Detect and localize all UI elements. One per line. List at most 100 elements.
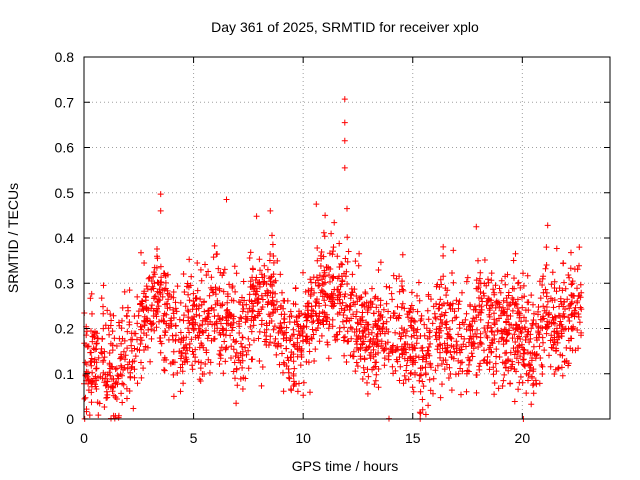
data-point bbox=[419, 396, 426, 403]
data-point bbox=[98, 345, 105, 352]
data-point bbox=[120, 381, 127, 388]
data-point bbox=[447, 334, 454, 341]
data-point bbox=[245, 347, 252, 354]
data-point bbox=[109, 384, 116, 391]
data-point bbox=[539, 282, 546, 288]
data-point bbox=[147, 358, 154, 365]
data-point bbox=[170, 294, 177, 301]
data-point bbox=[383, 318, 390, 325]
data-point bbox=[150, 313, 157, 319]
data-point bbox=[347, 295, 354, 302]
data-point bbox=[569, 278, 576, 285]
data-point bbox=[519, 379, 526, 386]
data-point bbox=[93, 346, 100, 352]
data-point bbox=[167, 360, 174, 367]
data-point bbox=[485, 319, 492, 326]
data-point bbox=[416, 297, 423, 304]
data-point bbox=[315, 283, 322, 289]
data-point bbox=[335, 292, 342, 299]
data-point bbox=[216, 351, 223, 358]
data-point bbox=[575, 345, 582, 352]
data-point bbox=[375, 349, 382, 356]
data-point bbox=[102, 382, 109, 389]
y-tick-label: 0.1 bbox=[55, 366, 75, 382]
data-point bbox=[537, 295, 544, 302]
data-point bbox=[357, 335, 364, 342]
data-point bbox=[113, 396, 120, 402]
data-point bbox=[341, 352, 348, 359]
data-point bbox=[113, 365, 120, 372]
data-point bbox=[151, 271, 158, 278]
data-point bbox=[185, 308, 192, 315]
data-point bbox=[221, 266, 228, 273]
data-point bbox=[259, 364, 266, 370]
data-point bbox=[196, 302, 202, 309]
data-point bbox=[157, 291, 164, 297]
data-point bbox=[389, 363, 396, 370]
data-point bbox=[126, 287, 133, 294]
data-point bbox=[349, 271, 356, 278]
data-point bbox=[413, 329, 420, 336]
data-point bbox=[306, 340, 313, 347]
data-point bbox=[553, 347, 560, 354]
data-point bbox=[463, 310, 470, 317]
data-point bbox=[520, 361, 527, 368]
data-point bbox=[151, 327, 158, 334]
data-point bbox=[442, 345, 449, 352]
data-point bbox=[321, 267, 328, 274]
data-point bbox=[127, 336, 134, 343]
data-point bbox=[373, 371, 380, 378]
data-point bbox=[461, 321, 467, 328]
data-point bbox=[419, 364, 426, 371]
data-point bbox=[93, 386, 100, 392]
data-point bbox=[491, 310, 497, 317]
data-point bbox=[219, 301, 226, 308]
data-point bbox=[177, 329, 184, 336]
data-point bbox=[141, 313, 148, 320]
data-point bbox=[113, 343, 120, 349]
data-point bbox=[521, 347, 528, 354]
data-point bbox=[216, 361, 223, 367]
data-point bbox=[504, 357, 511, 364]
data-point bbox=[116, 335, 123, 342]
data-point bbox=[104, 391, 111, 398]
data-point bbox=[470, 345, 477, 352]
data-point bbox=[230, 313, 237, 320]
data-point bbox=[362, 290, 369, 297]
data-point bbox=[402, 376, 409, 383]
grid-lines bbox=[84, 57, 610, 419]
data-point bbox=[270, 302, 277, 309]
data-point bbox=[290, 351, 297, 358]
data-point bbox=[286, 319, 293, 325]
data-point bbox=[247, 278, 254, 285]
data-point bbox=[403, 349, 410, 356]
data-point bbox=[316, 338, 323, 345]
data-point bbox=[535, 329, 542, 336]
data-point bbox=[342, 255, 349, 262]
data-point bbox=[267, 251, 274, 257]
data-point bbox=[127, 373, 134, 380]
data-point bbox=[305, 300, 312, 307]
chart-title: Day 361 of 2025, SRMTID for receiver xpl… bbox=[211, 19, 479, 35]
data-point bbox=[364, 366, 371, 373]
data-point bbox=[482, 329, 489, 335]
data-point bbox=[534, 337, 540, 344]
data-point bbox=[104, 307, 111, 314]
data-point bbox=[251, 337, 257, 344]
data-point bbox=[409, 346, 416, 353]
data-point bbox=[267, 278, 274, 285]
data-point bbox=[186, 297, 193, 304]
data-point bbox=[575, 293, 582, 300]
data-point bbox=[186, 256, 193, 263]
data-point bbox=[331, 219, 338, 226]
data-point bbox=[526, 339, 533, 346]
data-point bbox=[399, 351, 406, 358]
data-point bbox=[477, 269, 484, 276]
data-point bbox=[279, 329, 286, 336]
data-point bbox=[453, 338, 460, 345]
data-point bbox=[513, 368, 519, 375]
data-point bbox=[205, 332, 212, 339]
data-point bbox=[137, 323, 144, 330]
data-point bbox=[501, 371, 508, 378]
data-point bbox=[420, 383, 427, 390]
